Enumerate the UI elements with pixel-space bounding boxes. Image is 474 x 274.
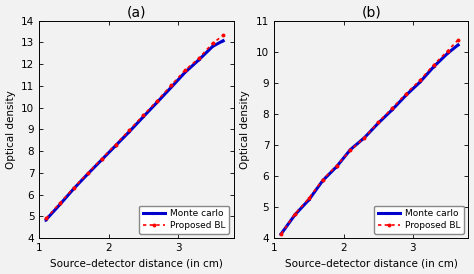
Proposed BL [85,172,91,175]
Monte carlo [155,101,160,104]
Monte carlo [417,81,423,84]
Monte carlo [113,144,118,147]
Y-axis label: Optical density: Optical density [6,90,16,169]
Monte carlo [182,71,188,74]
Proposed BL [220,34,226,37]
Monte carlo [362,136,367,139]
Monte carlo [140,115,146,118]
Monte carlo [43,218,49,221]
Proposed BL [347,149,353,152]
Proposed BL [445,49,450,53]
Legend: Monte carlo, Proposed BL: Monte carlo, Proposed BL [139,206,229,233]
Proposed BL [127,129,132,132]
Title: (b): (b) [361,5,381,19]
Monte carlo [57,203,63,206]
Monte carlo [278,232,284,236]
Proposed BL [334,164,339,167]
Monte carlo [71,187,77,190]
X-axis label: Source–detector distance (in cm): Source–detector distance (in cm) [285,258,458,269]
Proposed BL [196,57,201,60]
Proposed BL [155,99,160,102]
Legend: Monte carlo, Proposed BL: Monte carlo, Proposed BL [374,206,464,233]
Monte carlo [210,45,216,48]
Monte carlo [347,148,353,151]
Proposed BL [362,136,367,139]
Monte carlo [445,52,450,55]
Proposed BL [168,84,174,87]
Proposed BL [375,121,381,124]
Proposed BL [57,201,63,204]
Proposed BL [43,217,49,220]
Line: Monte carlo: Monte carlo [279,43,460,236]
Y-axis label: Optical density: Optical density [240,90,250,169]
Monte carlo [375,122,381,125]
Monte carlo [306,198,312,201]
Title: (a): (a) [127,5,146,19]
Monte carlo [292,213,298,216]
Proposed BL [210,41,216,45]
Proposed BL [140,114,146,117]
Monte carlo [99,158,105,161]
Monte carlo [220,39,226,42]
Proposed BL [278,232,284,236]
Proposed BL [417,79,423,82]
Monte carlo [455,43,461,47]
Monte carlo [403,94,409,97]
Proposed BL [431,63,437,67]
Proposed BL [320,178,326,181]
Monte carlo [196,58,201,61]
X-axis label: Source–detector distance (in cm): Source–detector distance (in cm) [50,258,223,269]
Monte carlo [168,86,174,89]
Proposed BL [306,197,312,200]
Line: Proposed BL: Proposed BL [279,38,460,236]
Proposed BL [389,107,395,110]
Proposed BL [182,68,188,72]
Proposed BL [99,157,105,160]
Proposed BL [113,143,118,146]
Monte carlo [127,130,132,133]
Monte carlo [85,172,91,176]
Proposed BL [71,186,77,189]
Proposed BL [403,92,409,95]
Line: Monte carlo: Monte carlo [45,39,225,221]
Proposed BL [455,38,461,42]
Monte carlo [334,165,339,168]
Line: Proposed BL: Proposed BL [44,33,225,220]
Monte carlo [389,108,395,112]
Monte carlo [431,65,437,68]
Monte carlo [320,179,326,182]
Proposed BL [292,212,298,215]
